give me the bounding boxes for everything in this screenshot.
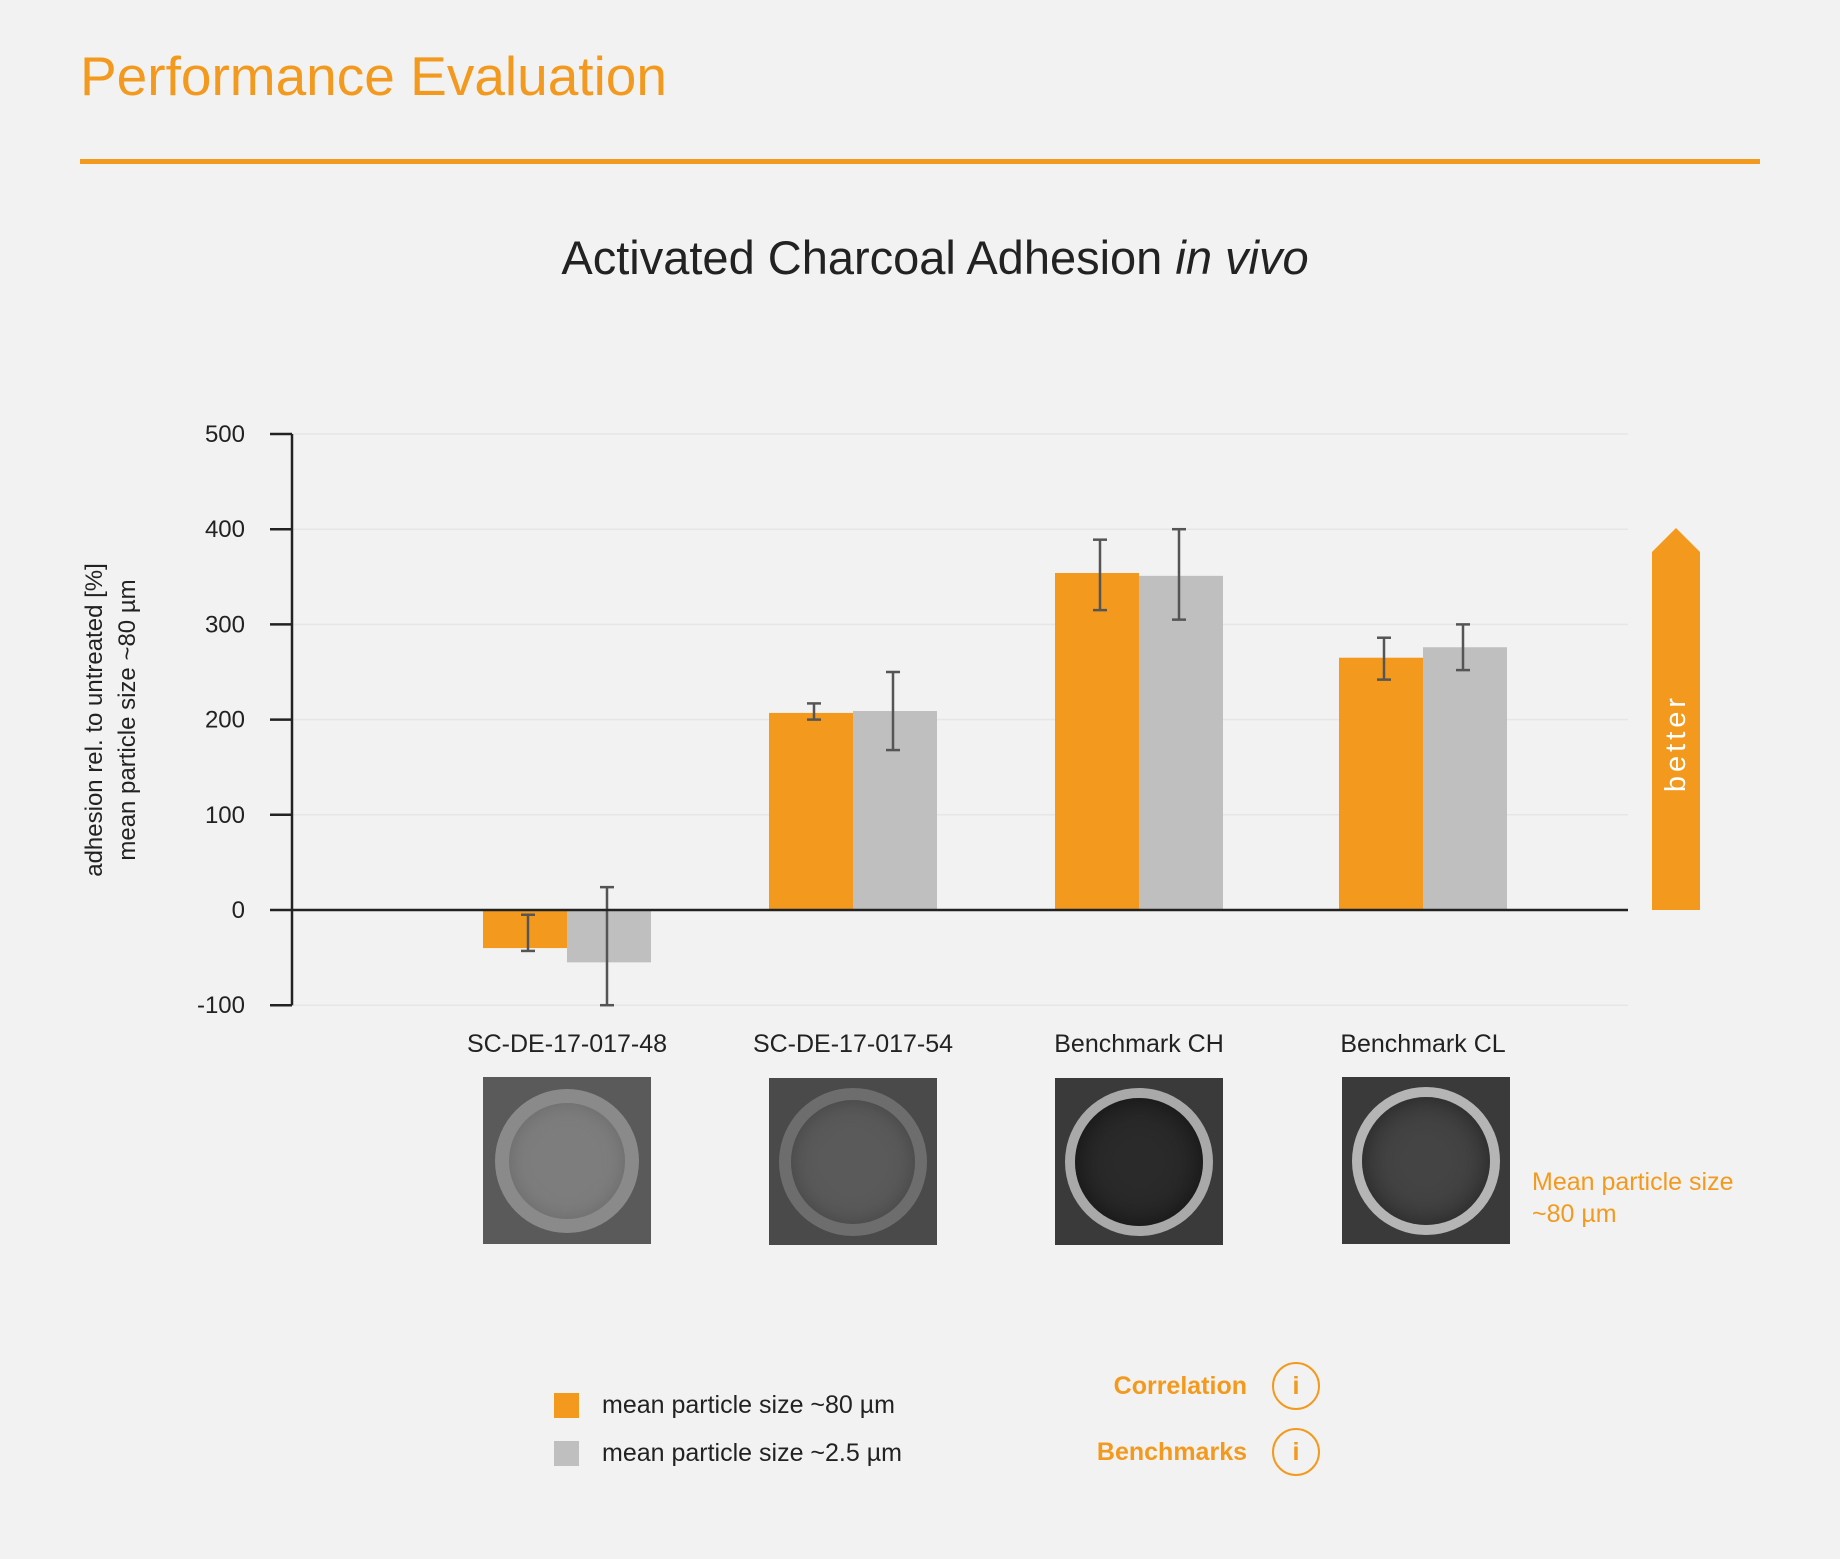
- y-tick-label: 100: [205, 802, 245, 829]
- x-category-label: SC-DE-17-017-54: [753, 1030, 953, 1058]
- y-tick-label: 400: [205, 516, 245, 543]
- bar-2-5: [853, 711, 937, 910]
- title-divider: [80, 159, 1760, 164]
- sample-photo-2: [769, 1078, 937, 1245]
- bar-80: [1055, 572, 1139, 910]
- legend-swatch-2-5: [554, 1440, 579, 1466]
- info-row-correlation[interactable]: Correlation i: [1047, 1362, 1320, 1410]
- legend-label-80: mean particle size ~80 µm: [602, 1390, 896, 1419]
- x-category-label: SC-DE-17-017-48: [467, 1030, 667, 1058]
- bar-80: [1339, 657, 1423, 910]
- legend-item-80: mean particle size ~80 µm: [554, 1381, 902, 1429]
- legend-label-2-5: mean particle size ~2.5 µm: [602, 1438, 902, 1467]
- y-tick-label: -100: [197, 992, 245, 1019]
- bar-80: [483, 910, 567, 949]
- bar-2-5: [1139, 575, 1223, 910]
- x-category-label: Benchmark CL: [1340, 1030, 1505, 1058]
- page-title: Performance Evaluation: [80, 45, 667, 107]
- benchmarks-link[interactable]: Benchmarks: [1096, 1437, 1247, 1466]
- y-tick-label: 500: [205, 421, 245, 448]
- thumbnail-note: Mean particle size ~80 µm: [1532, 1166, 1733, 1230]
- x-category-label: Benchmark CH: [1054, 1030, 1224, 1058]
- bar-2-5: [567, 910, 651, 963]
- better-arrow-icon: [1652, 528, 1700, 910]
- bar-2-5: [1423, 647, 1507, 910]
- sample-photo-3: [1055, 1078, 1223, 1245]
- y-tick-label: 0: [232, 897, 245, 924]
- legend-swatch-80: [554, 1392, 579, 1418]
- chart-title-italic: in vivo: [1175, 231, 1309, 284]
- legend-item-2-5: mean particle size ~2.5 µm: [554, 1429, 902, 1477]
- better-arrow-label: better: [1660, 694, 1692, 792]
- sample-photo-4: [1342, 1077, 1510, 1244]
- y-tick-label: 300: [205, 611, 245, 638]
- chart-title-main: Activated Charcoal Adhesion: [561, 231, 1176, 284]
- thumbnail-note-line2: ~80 µm: [1532, 1200, 1617, 1228]
- y-axis-label-line2: mean particle size ~80 µm: [114, 579, 141, 860]
- legend: mean particle size ~80 µm mean particle …: [554, 1381, 902, 1477]
- chart-title: Activated Charcoal Adhesion in vivo: [0, 230, 1840, 285]
- benchmarks-info-icon[interactable]: i: [1272, 1428, 1320, 1476]
- sample-photo-1: [483, 1077, 651, 1244]
- info-row-benchmarks[interactable]: Benchmarks i: [1047, 1428, 1320, 1476]
- correlation-link[interactable]: Correlation: [1113, 1371, 1247, 1400]
- correlation-info-icon[interactable]: i: [1272, 1362, 1320, 1410]
- y-axis-label-line1: adhesion rel. to untreated [%]: [81, 563, 108, 877]
- thumbnail-note-line1: Mean particle size: [1532, 1168, 1734, 1196]
- y-tick-label: 200: [205, 707, 245, 734]
- bar-80: [769, 712, 853, 910]
- bar-chart: -100 0 100 200 300 400 500 adhesion rel. to unt…: [81, 421, 1700, 1058]
